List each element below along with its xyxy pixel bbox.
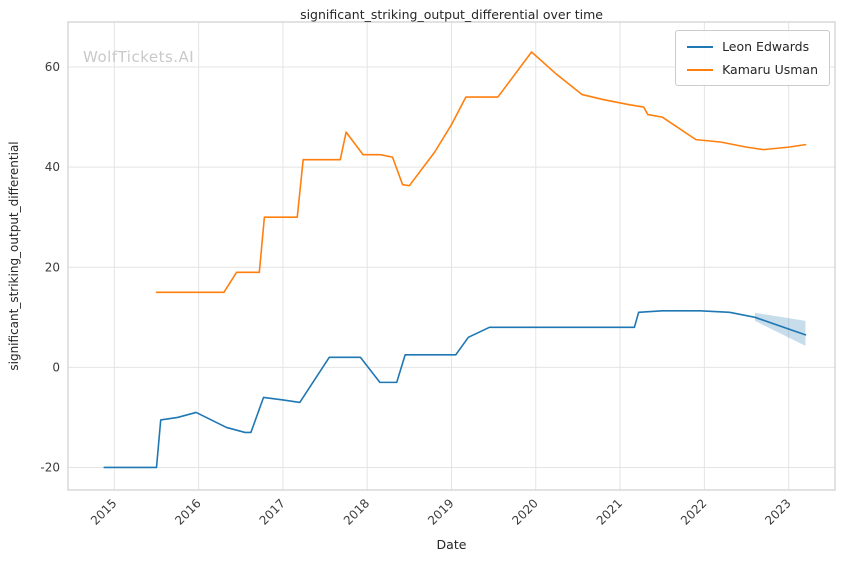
y-tick-label: 40 [45, 160, 60, 174]
x-tick-label: 2017 [257, 496, 288, 527]
plot-frame [67, 21, 836, 491]
confidence-band [754, 312, 806, 346]
y-axis-label: significant_striking_output_differential [7, 141, 21, 371]
x-axis-label: Date [436, 537, 467, 552]
y-tick-label: 60 [45, 60, 60, 74]
y-tick-label: 0 [52, 360, 60, 374]
chart-title: significant_striking_output_differential… [300, 7, 603, 22]
legend-item-leon-edwards: Leon Edwards [687, 39, 818, 54]
x-tick-label: 2019 [425, 496, 456, 527]
legend-line-swatch [687, 45, 714, 48]
x-tick-label: 2021 [594, 496, 625, 527]
x-tick-label: 2016 [172, 496, 203, 527]
x-tick-label: 2023 [762, 496, 793, 527]
legend-line-swatch [687, 68, 714, 71]
legend-item-kamaru-usman: Kamaru Usman [687, 62, 818, 77]
x-tick-label: 2015 [88, 496, 119, 527]
x-tick-label: 2020 [509, 496, 540, 527]
watermark: WolfTickets.AI [83, 48, 195, 66]
legend: Leon Edwards Kamaru Usman [675, 30, 830, 86]
legend-label: Leon Edwards [722, 39, 810, 54]
x-tick-label: 2018 [341, 496, 372, 527]
series-line [103, 310, 807, 469]
x-tick-label: 2022 [678, 496, 709, 527]
y-tick-label: 20 [45, 260, 60, 274]
series-line [155, 51, 807, 294]
legend-label: Kamaru Usman [722, 62, 818, 77]
y-tick-label: -20 [40, 460, 60, 474]
